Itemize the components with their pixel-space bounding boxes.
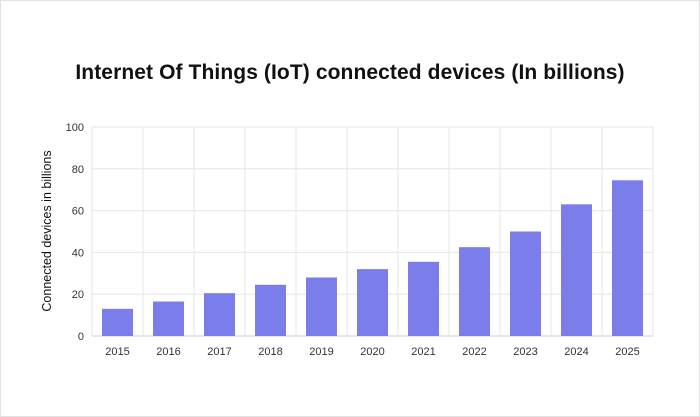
x-tick-2023: 2023 <box>513 346 537 358</box>
gridlines <box>91 126 654 337</box>
chart-title: Internet Of Things (IoT) connected devic… <box>75 61 625 84</box>
bar-2021 <box>408 261 439 336</box>
bar-2022 <box>459 247 490 336</box>
x-tick-2021: 2021 <box>411 346 435 358</box>
y-tick-80: 80 <box>72 164 84 176</box>
y-tick-40: 40 <box>72 247 84 259</box>
y-tick-20: 20 <box>72 289 84 301</box>
x-tick-2022: 2022 <box>462 346 486 358</box>
y-tick-60: 60 <box>72 206 84 218</box>
bar-2016 <box>153 301 184 336</box>
bar-2020 <box>357 269 388 336</box>
x-tick-2015: 2015 <box>105 346 129 358</box>
bar-2018 <box>255 284 286 336</box>
x-tick-2025: 2025 <box>615 346 639 358</box>
y-tick-0: 0 <box>78 331 84 343</box>
y-tick-100: 100 <box>66 122 84 134</box>
bar-2025 <box>612 180 643 336</box>
bars <box>102 180 643 336</box>
y-tick-labels: 0 20 40 60 80 100 <box>66 122 84 343</box>
bar-2017 <box>204 293 235 336</box>
y-axis-label: Connected devices in billions <box>40 150 54 311</box>
x-tick-2024: 2024 <box>564 346 588 358</box>
x-tick-2017: 2017 <box>207 346 231 358</box>
x-tick-labels: 2015 2016 2017 2018 2019 2020 2021 2022 2023 2024… <box>105 346 639 358</box>
bar-2015 <box>102 308 133 336</box>
x-tick-2018: 2018 <box>258 346 282 358</box>
bar-2023 <box>510 231 541 336</box>
x-tick-2020: 2020 <box>360 346 384 358</box>
x-tick-2016: 2016 <box>156 346 180 358</box>
x-tick-2019: 2019 <box>309 346 333 358</box>
bar-2019 <box>306 277 337 336</box>
bar-2024 <box>561 204 592 336</box>
